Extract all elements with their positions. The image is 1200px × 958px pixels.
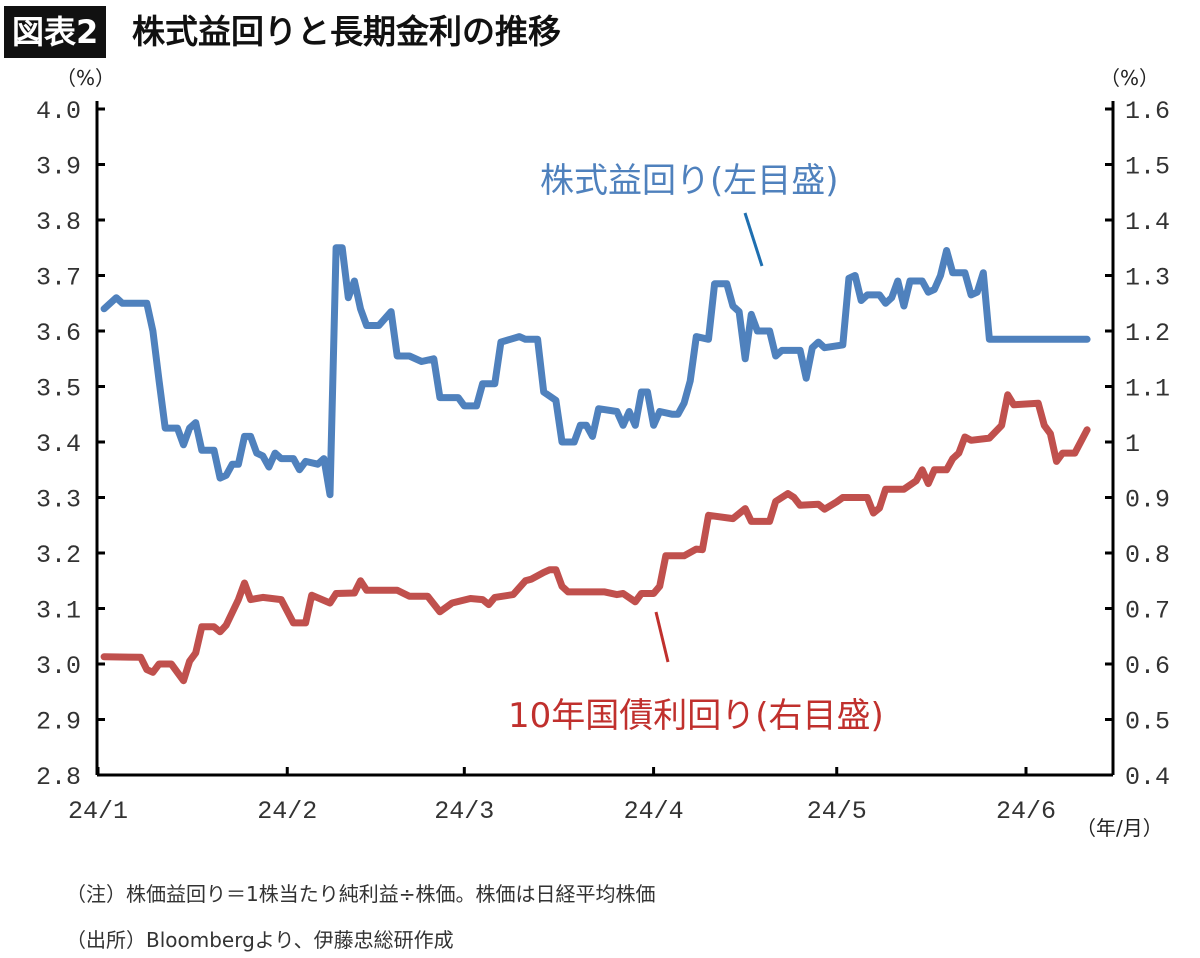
right-tick-label: 0.8: [1125, 541, 1170, 570]
left-tick-label: 3.1: [36, 597, 81, 626]
chart-title: 株式益回りと長期金利の推移: [132, 12, 561, 51]
blue-leader-line: [743, 212, 764, 267]
x-axis-unit: （年/月）: [1076, 816, 1163, 840]
x-tick-label: 24/2: [257, 797, 317, 826]
right-tick-label: 1.5: [1125, 153, 1170, 182]
left-tick-label: 3.7: [36, 264, 81, 293]
footnote-source: （出所）Bloombergより、伊藤忠総研作成: [66, 928, 454, 952]
right-tick-label: 1.4: [1125, 208, 1170, 237]
right-tick-label: 1: [1125, 430, 1140, 459]
series-label-jgb-yield: 10年国債利回り(右目盛): [508, 696, 884, 736]
left-tick-label: 3.3: [36, 486, 81, 515]
left-tick-label: 2.9: [36, 708, 81, 737]
left-tick-label: 2.8: [36, 763, 81, 792]
left-tick-label: 3.9: [36, 153, 81, 182]
x-tick-label: 24/5: [807, 797, 867, 826]
right-tick-label: 1.1: [1125, 375, 1170, 404]
left-axis-unit: （%）: [56, 66, 116, 90]
left-tick-label: 3.2: [36, 541, 81, 570]
right-tick-label: 0.7: [1125, 597, 1170, 626]
jgb-yield-line: [100, 391, 1091, 685]
x-tick-label: 24/3: [434, 797, 494, 826]
left-tick-label: 3.6: [36, 319, 81, 348]
left-tick-label: 3.4: [36, 430, 81, 459]
left-tick-label: 3.5: [36, 375, 81, 404]
right-tick-label: 0.9: [1125, 486, 1170, 515]
x-tick-label: 24/6: [996, 797, 1056, 826]
right-tick-label: 0.5: [1125, 708, 1170, 737]
red-leader-line: [654, 611, 670, 663]
x-tick-label: 24/1: [68, 797, 128, 826]
right-tick-label: 0.6: [1125, 652, 1170, 681]
equity-yield-line: [100, 244, 1091, 499]
left-tick-label: 3.0: [36, 652, 81, 681]
left-tick-label: 3.8: [36, 208, 81, 237]
right-tick-label: 1.6: [1125, 97, 1170, 126]
left-tick-label: 4.0: [36, 97, 81, 126]
right-axis-unit: （%）: [1100, 66, 1160, 90]
x-tick-label: 24/4: [624, 797, 684, 826]
figure-badge: 図表2: [4, 6, 107, 58]
right-tick-label: 0.4: [1125, 763, 1170, 792]
footnote-note: （注）株価益回り＝1株当たり純利益÷株価。株価は日経平均株価: [66, 882, 656, 906]
right-tick-label: 1.2: [1125, 319, 1170, 348]
right-tick-label: 1.3: [1125, 264, 1170, 293]
series-label-equity-yield: 株式益回り(左目盛): [540, 161, 839, 201]
